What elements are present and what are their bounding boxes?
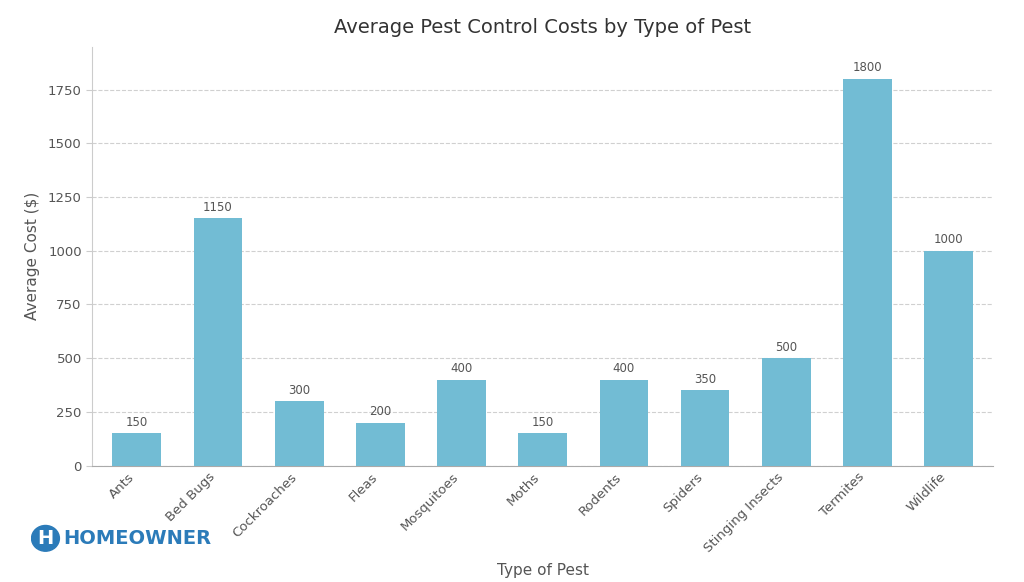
Text: 150: 150 xyxy=(126,416,147,429)
Text: 400: 400 xyxy=(612,363,635,375)
Bar xyxy=(437,379,486,466)
Text: 300: 300 xyxy=(288,384,310,397)
Text: 500: 500 xyxy=(775,341,798,354)
Text: H: H xyxy=(37,529,53,548)
Text: HOMEOWNER: HOMEOWNER xyxy=(63,529,212,548)
Text: 350: 350 xyxy=(694,373,716,386)
Bar xyxy=(194,218,243,466)
X-axis label: Type of Pest: Type of Pest xyxy=(497,563,589,578)
Bar xyxy=(274,401,324,466)
Title: Average Pest Control Costs by Type of Pest: Average Pest Control Costs by Type of Pe… xyxy=(334,17,752,37)
Bar xyxy=(681,391,729,466)
Text: 200: 200 xyxy=(370,405,391,418)
Bar xyxy=(599,379,648,466)
Text: 400: 400 xyxy=(451,363,473,375)
Bar xyxy=(925,251,973,466)
Text: 1800: 1800 xyxy=(853,62,883,74)
Circle shape xyxy=(32,526,59,551)
Text: 1000: 1000 xyxy=(934,233,964,246)
Bar xyxy=(843,79,892,466)
Bar xyxy=(113,434,161,466)
Text: 150: 150 xyxy=(531,416,554,429)
Bar xyxy=(356,423,404,466)
Text: 1150: 1150 xyxy=(203,201,232,214)
Y-axis label: Average Cost ($): Average Cost ($) xyxy=(25,192,40,320)
Bar xyxy=(518,434,567,466)
Bar xyxy=(762,358,811,466)
